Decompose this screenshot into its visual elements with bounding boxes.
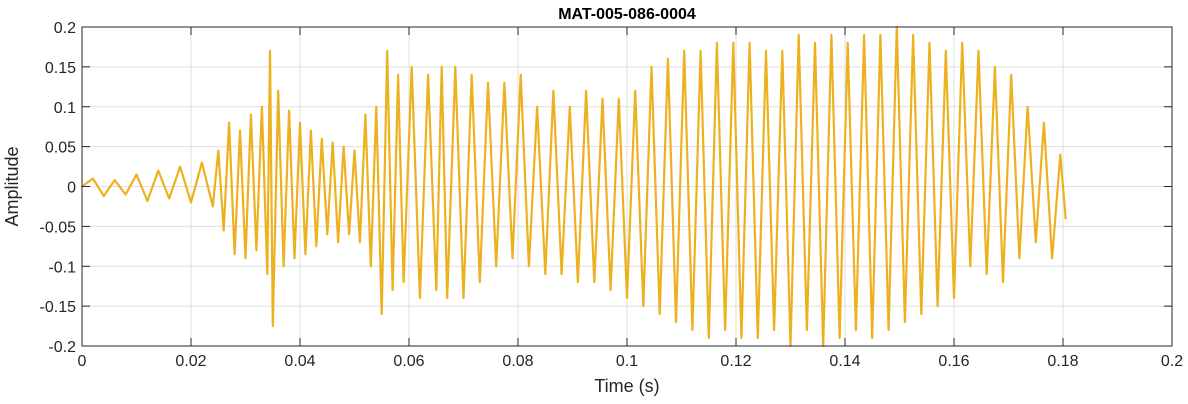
y-tick-label: 0.2 — [54, 20, 76, 37]
chart-title: MAT-005-086-0004 — [558, 6, 696, 23]
y-tick-label: -0.2 — [48, 339, 76, 356]
y-axis-label: Amplitude — [2, 146, 22, 226]
x-tick-label: 0.1 — [616, 353, 638, 370]
x-tick-label: 0.12 — [720, 353, 751, 370]
y-tick-label: 0.1 — [54, 100, 76, 117]
x-tick-labels: 0 0.02 0.04 0.06 0.08 0.1 0.12 0.14 0.16 0.18 0.2 — [78, 353, 1184, 370]
y-tick-label: 0 — [67, 180, 76, 197]
y-tick-label: -0.15 — [40, 299, 77, 316]
x-tick-label: 0.2 — [1161, 353, 1183, 370]
x-tick-label: 0 — [78, 353, 87, 370]
y-tick-label: 0.15 — [45, 60, 76, 77]
x-axis-label: Time (s) — [594, 376, 659, 396]
y-tick-label: 0.05 — [45, 140, 76, 157]
y-tick-label: -0.1 — [48, 259, 76, 276]
tick-marks — [81, 26, 1173, 347]
x-tick-label: 0.18 — [1047, 353, 1078, 370]
x-tick-label: 0.04 — [284, 353, 315, 370]
x-tick-label: 0.16 — [938, 353, 969, 370]
x-tick-label: 0.08 — [502, 353, 533, 370]
series-group — [80, 25, 1067, 348]
y-tick-labels: -0.2 -0.15 -0.1 -0.05 0 0.05 0.1 0.15 0.2 — [40, 20, 77, 356]
x-tick-label: 0.06 — [393, 353, 424, 370]
y-tick-label: -0.05 — [40, 219, 77, 236]
x-tick-label: 0.14 — [829, 353, 860, 370]
x-tick-label: 0.02 — [175, 353, 206, 370]
waveform-line — [80, 25, 1067, 348]
